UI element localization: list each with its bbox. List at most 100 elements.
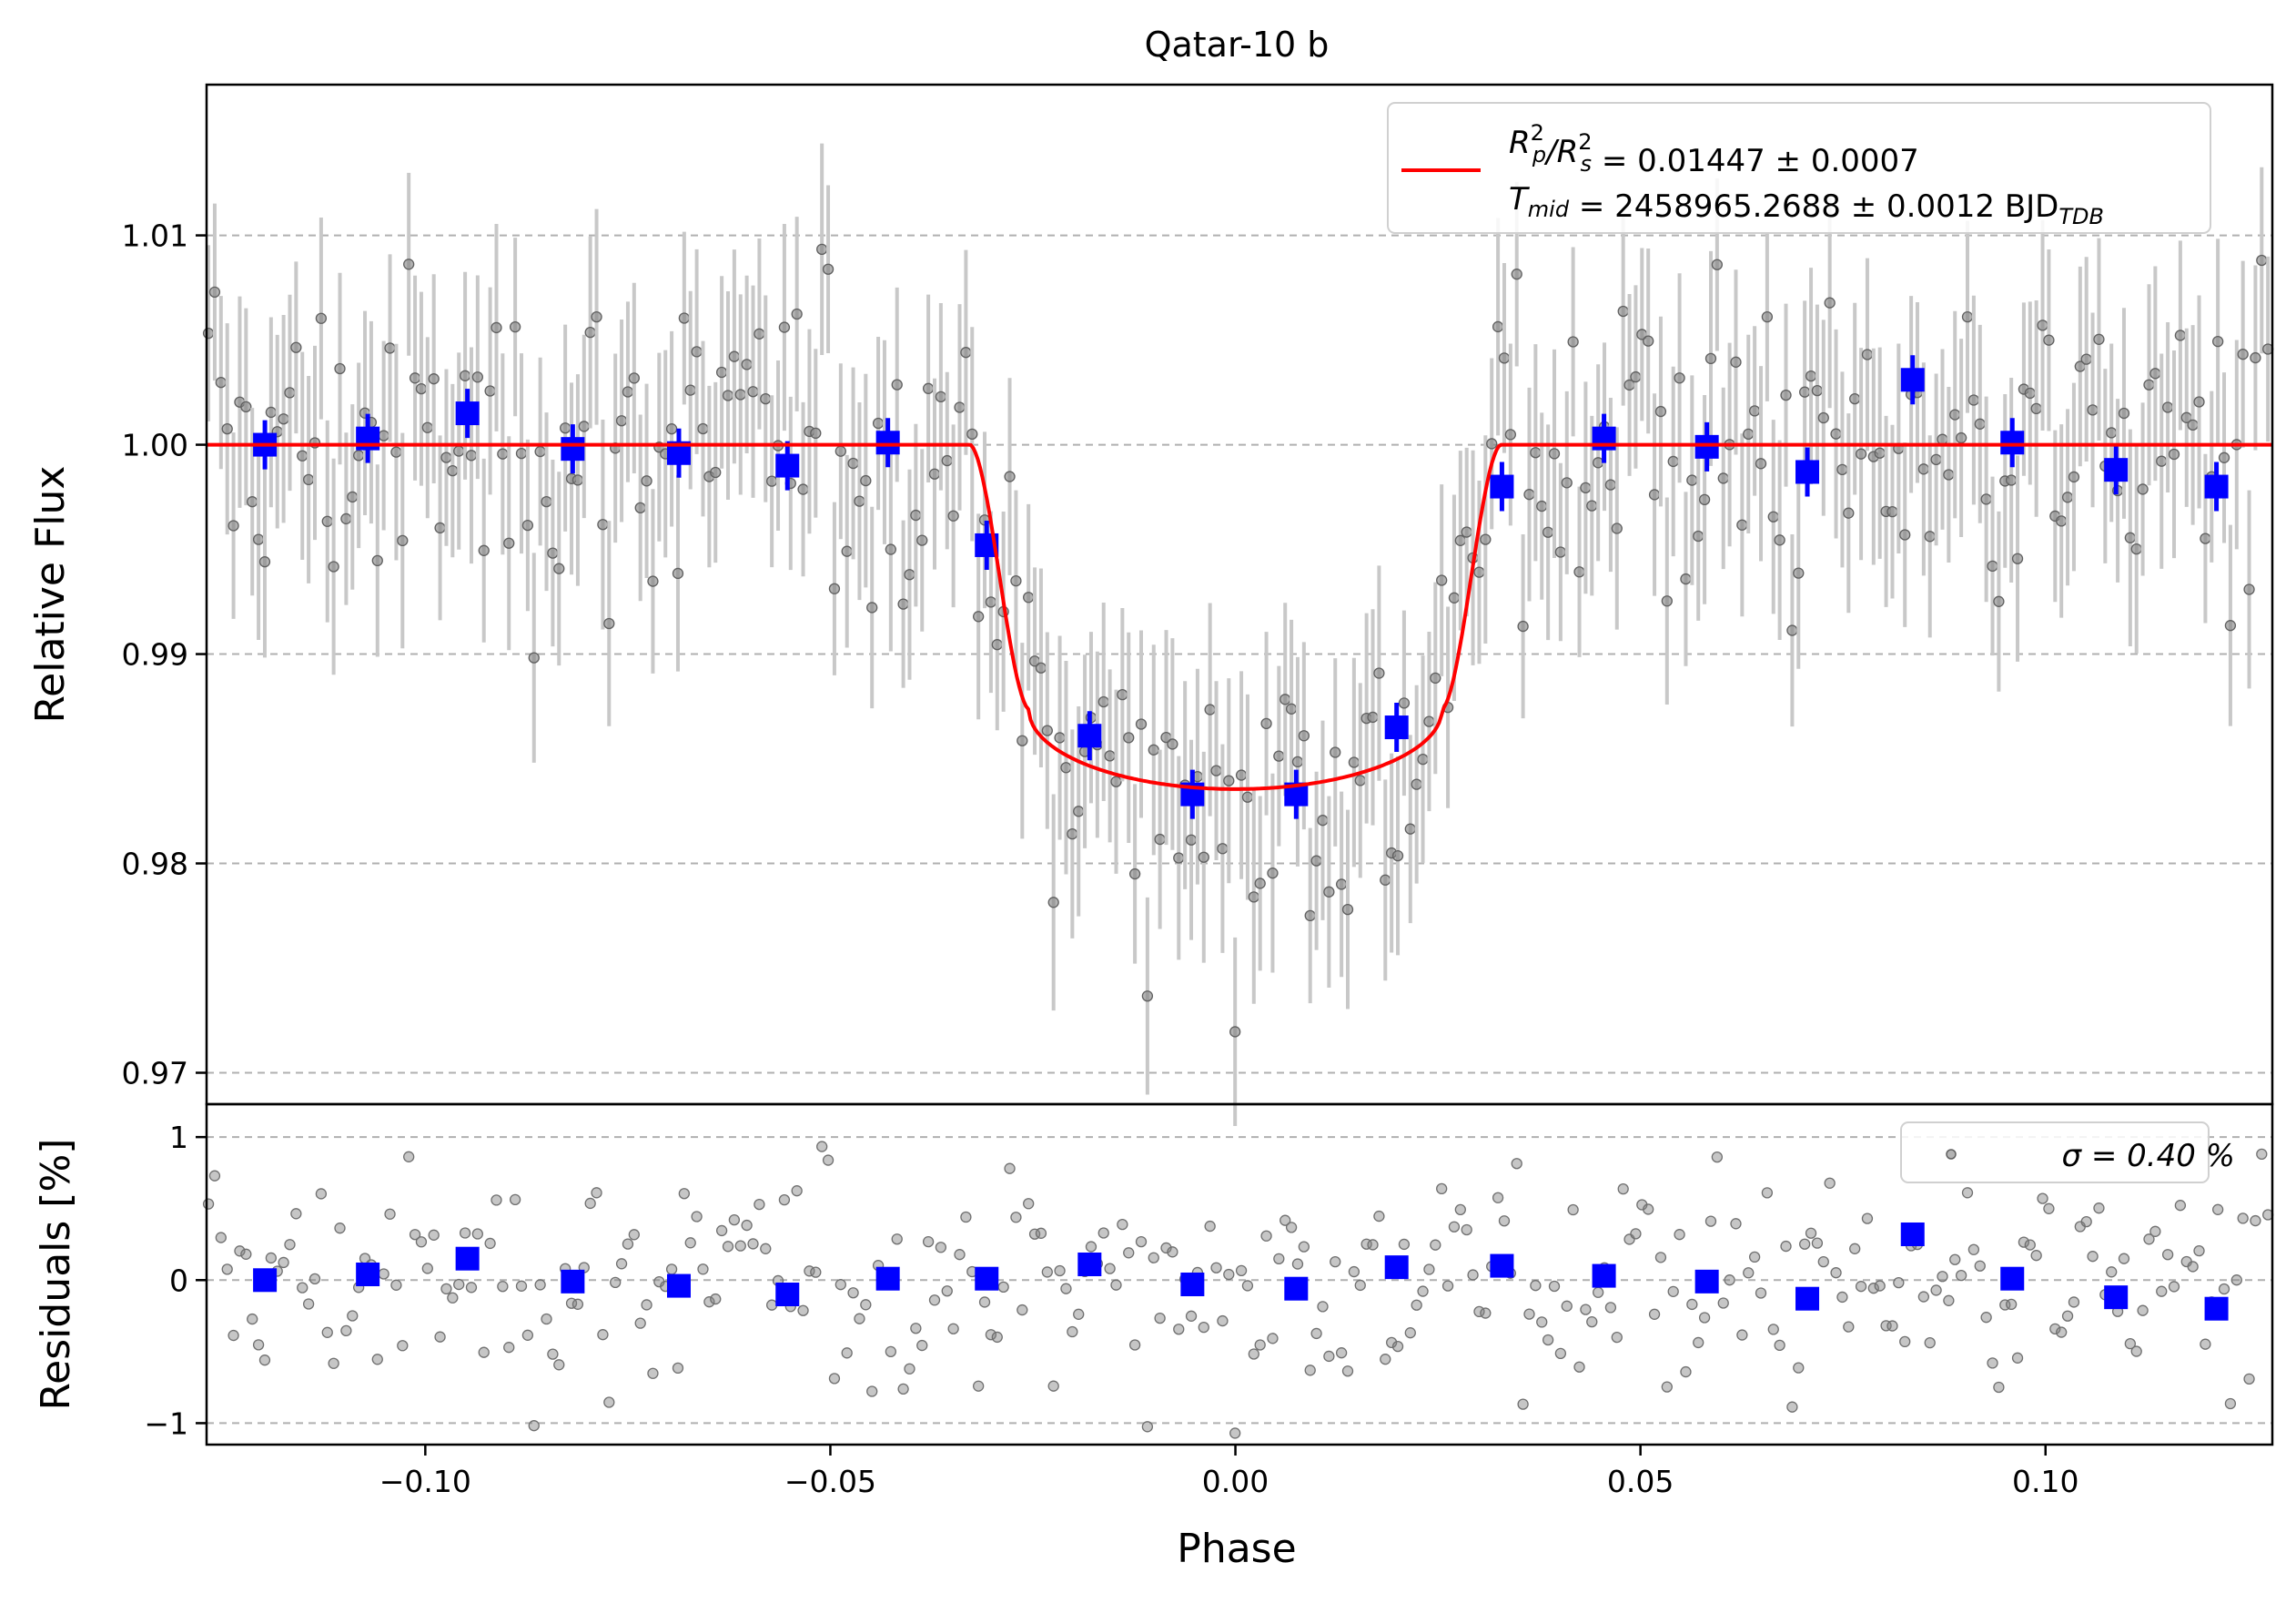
raw-residual-point (1167, 1246, 1178, 1258)
raw-point (672, 567, 684, 580)
raw-residual-point (290, 1208, 302, 1220)
raw-point (1486, 438, 1498, 450)
chart-title: Qatar-10 b (1145, 25, 1330, 65)
raw-point (2218, 451, 2230, 463)
raw-residual-point (2230, 1274, 2242, 1286)
raw-residual-point (2212, 1203, 2224, 1215)
raw-point (935, 391, 947, 403)
raw-residual-point (2030, 1250, 2042, 1262)
raw-residual-point (684, 1237, 696, 1249)
raw-residual-point (1448, 1221, 1461, 1233)
raw-point (1736, 519, 1748, 531)
raw-point (1830, 428, 1842, 440)
raw-residual-point (397, 1340, 409, 1352)
raw-residual-point (847, 1287, 859, 1299)
raw-residual-point (1593, 1286, 1604, 1298)
raw-residual-point (2011, 1352, 2024, 1364)
raw-residual-point (1967, 1243, 1980, 1255)
raw-point (2061, 492, 2074, 503)
raw-point (854, 495, 865, 507)
raw-residual-point (797, 1304, 809, 1316)
raw-residual-point (1937, 1271, 1948, 1283)
raw-residual-point (1736, 1329, 1748, 1341)
raw-residual-point (1743, 1267, 1755, 1279)
raw-point (2200, 533, 2211, 544)
raw-point (1067, 828, 1078, 840)
raw-residual-point (1204, 1220, 1216, 1233)
raw-residual-point (340, 1324, 352, 1337)
raw-point (228, 520, 239, 532)
raw-residual-point (1755, 1287, 1767, 1299)
binned-point (561, 437, 585, 462)
binned-residual-point (775, 1283, 800, 1306)
raw-point (1229, 1026, 1241, 1038)
raw-point (1730, 356, 1742, 368)
raw-residual-point (1761, 1187, 1774, 1199)
binned-point (2104, 458, 2129, 482)
raw-residual-point (1561, 1300, 1573, 1312)
bottom-y-axis-label: Residuals [%] (33, 1139, 79, 1411)
raw-point (1949, 409, 1961, 421)
raw-residual-point (428, 1229, 440, 1241)
raw-point (1317, 815, 1329, 827)
raw-residual-point (1160, 1242, 1172, 1254)
raw-residual-point (247, 1313, 258, 1325)
raw-point (847, 457, 859, 470)
raw-residual-point (553, 1359, 565, 1371)
binned-residual-point (1795, 1286, 1820, 1311)
raw-residual-point (334, 1223, 346, 1234)
raw-residual-point (1123, 1247, 1135, 1259)
raw-point (1542, 526, 1554, 538)
raw-point (1961, 310, 1974, 323)
raw-point (2093, 333, 2105, 345)
raw-residual-point (1774, 1339, 1785, 1352)
raw-residual-point (973, 1380, 985, 1392)
raw-point (1123, 732, 1135, 744)
raw-point (1035, 662, 1047, 674)
raw-point (966, 428, 978, 440)
raw-residual-point (1855, 1281, 1867, 1293)
raw-residual-point (1511, 1158, 1522, 1170)
raw-point (1254, 878, 1266, 889)
raw-point (1041, 725, 1053, 736)
raw-point (1148, 744, 1159, 756)
raw-residual-point (2124, 1337, 2137, 1350)
raw-point (810, 427, 822, 440)
raw-point (1554, 546, 1567, 558)
raw-residual-point (1085, 1241, 1097, 1253)
raw-residual-point (2187, 1261, 2199, 1273)
raw-point (2149, 368, 2161, 380)
x-tick-label: −0.10 (379, 1464, 471, 1499)
raw-point (1104, 750, 1116, 762)
raw-residual-point (597, 1329, 609, 1341)
raw-point (1335, 878, 1348, 890)
raw-residual-point (897, 1383, 909, 1395)
raw-point (2006, 474, 2018, 486)
raw-residual-point (521, 1329, 534, 1341)
raw-residual-point (1667, 1285, 1679, 1297)
raw-point (678, 312, 691, 324)
raw-residual-point (2043, 1202, 2055, 1214)
raw-residual-point (2049, 1323, 2061, 1334)
raw-residual-point (1391, 1340, 1404, 1353)
raw-point (497, 448, 509, 460)
raw-point (409, 372, 421, 384)
raw-residual-point (1254, 1339, 1266, 1351)
raw-residual-point (1817, 1255, 1829, 1268)
raw-point (1748, 405, 1761, 417)
raw-point (2043, 334, 2055, 346)
raw-residual-point (822, 1154, 834, 1166)
raw-residual-point (471, 1228, 484, 1240)
raw-residual-point (1110, 1279, 1122, 1291)
raw-point (1004, 471, 1016, 482)
raw-residual-point (766, 1299, 778, 1311)
binned-residual-point (2000, 1266, 2025, 1291)
raw-point (1523, 489, 1535, 501)
raw-residual-point (1567, 1203, 1579, 1216)
raw-residual-point (1786, 1401, 1798, 1413)
raw-residual-point (810, 1266, 822, 1278)
raw-residual-point (622, 1238, 634, 1250)
raw-point (2168, 448, 2180, 461)
raw-residual-point (960, 1211, 972, 1223)
raw-residual-points (202, 1141, 2274, 1439)
